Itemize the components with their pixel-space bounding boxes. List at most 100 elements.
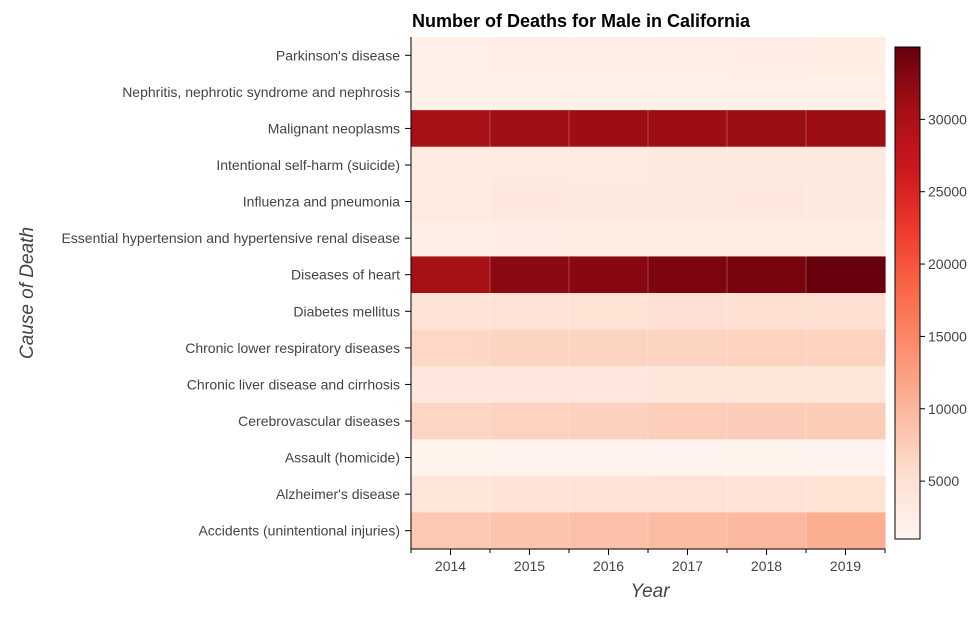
heatmap-cell bbox=[411, 37, 491, 75]
heatmap-cell bbox=[648, 475, 728, 514]
y-axis-label: Cause of Death bbox=[17, 227, 38, 359]
heatmap-cell bbox=[727, 183, 807, 221]
heatmap-cell bbox=[806, 293, 886, 331]
heatmap-cell bbox=[490, 293, 570, 331]
y-tick-label: Parkinson's disease bbox=[276, 47, 400, 63]
heatmap-cell bbox=[727, 293, 807, 331]
heatmap-cell bbox=[648, 219, 728, 258]
heatmap-cell bbox=[727, 439, 807, 477]
y-tick-label: Chronic lower respiratory diseases bbox=[185, 340, 400, 356]
heatmap-cell bbox=[569, 110, 649, 148]
heatmap-cell bbox=[411, 402, 491, 440]
colorbar-tick-label: 5000 bbox=[928, 473, 959, 489]
heatmap-cell bbox=[569, 512, 649, 550]
colorbar-tick-label: 15000 bbox=[928, 328, 967, 344]
heatmap-cell bbox=[648, 293, 728, 331]
x-tick-label: 2017 bbox=[672, 558, 703, 574]
heatmap-cell bbox=[490, 439, 570, 477]
y-tick-label: Intentional self-harm (suicide) bbox=[216, 157, 400, 173]
y-tick-label: Diseases of heart bbox=[291, 267, 400, 283]
x-tick-label: 2016 bbox=[593, 558, 624, 574]
heatmap-cell bbox=[806, 439, 886, 477]
heatmap-cell bbox=[806, 219, 886, 258]
heatmap-cell bbox=[569, 37, 649, 75]
heatmap-cell bbox=[648, 512, 728, 550]
heatmap-cell bbox=[806, 183, 886, 221]
heatmap-cell bbox=[648, 183, 728, 221]
x-tick-label: 2019 bbox=[830, 558, 861, 574]
y-tick-label: Alzheimer's disease bbox=[276, 486, 400, 502]
heatmap-cell bbox=[727, 219, 807, 258]
y-tick-label: Diabetes mellitus bbox=[293, 303, 400, 319]
heatmap-cell bbox=[727, 329, 807, 367]
heatmap-cell bbox=[569, 475, 649, 514]
heatmap-cell bbox=[727, 37, 807, 75]
heatmap-cell bbox=[648, 439, 728, 477]
y-tick-label: Nephritis, nephrotic syndrome and nephro… bbox=[122, 84, 400, 100]
heatmap-cell bbox=[727, 146, 807, 184]
heatmap-cell bbox=[490, 475, 570, 514]
heatmap-cells bbox=[411, 37, 886, 550]
colorbar-tick-label: 30000 bbox=[928, 111, 967, 127]
y-axis: Parkinson's disease Nephritis, nephrotic … bbox=[61, 37, 412, 549]
x-tick-label: 2015 bbox=[514, 558, 545, 574]
heatmap-cell bbox=[569, 293, 649, 331]
heatmap-cell bbox=[727, 475, 807, 514]
colorbar-ticks: 5000 10000 15000 20000 25000 30000 bbox=[920, 111, 967, 489]
heatmap-cell bbox=[806, 110, 886, 148]
heatmap-cell bbox=[490, 329, 570, 367]
heatmap-cell bbox=[490, 402, 570, 440]
heatmap-cell bbox=[569, 146, 649, 184]
heatmap-cell bbox=[569, 73, 649, 111]
heatmap-cell bbox=[648, 402, 728, 440]
y-tick-label: Essential hypertension and hypertensive … bbox=[61, 230, 400, 246]
heatmap-cell bbox=[727, 256, 807, 294]
heatmap-cell bbox=[411, 256, 491, 294]
heatmap-cell bbox=[648, 256, 728, 294]
heatmap-cell bbox=[806, 37, 886, 75]
heatmap-cell bbox=[806, 512, 886, 550]
heatmap-cell bbox=[411, 512, 491, 550]
y-tick-label: Assault (homicide) bbox=[285, 450, 400, 466]
x-tick-label: 2014 bbox=[435, 558, 466, 574]
heatmap-cell bbox=[648, 329, 728, 367]
x-tick-label: 2018 bbox=[751, 558, 782, 574]
heatmap-cell bbox=[727, 512, 807, 550]
heatmap-cell bbox=[490, 73, 570, 111]
heatmap-cell bbox=[490, 146, 570, 184]
heatmap-cell bbox=[648, 146, 728, 184]
heatmap-cell bbox=[411, 73, 491, 111]
heatmap-cell bbox=[569, 402, 649, 440]
y-tick-label: Malignant neoplasms bbox=[268, 120, 400, 136]
y-tick-label: Influenza and pneumonia bbox=[243, 194, 400, 210]
heatmap-cell bbox=[727, 402, 807, 440]
heatmap-cell bbox=[411, 146, 491, 184]
heatmap-cell bbox=[411, 293, 491, 331]
chart-title: Number of Deaths for Male in California bbox=[412, 11, 751, 31]
heatmap-cell bbox=[569, 256, 649, 294]
x-axis: 2014 2015 2016 2017 2018 2019 bbox=[410, 548, 886, 574]
y-tick-label: Cerebrovascular diseases bbox=[238, 413, 400, 429]
heatmap-cell bbox=[648, 37, 728, 75]
heatmap-cell bbox=[490, 110, 570, 148]
heatmap-cell bbox=[411, 366, 491, 404]
heatmap-cell bbox=[648, 366, 728, 404]
heatmap-cell bbox=[806, 366, 886, 404]
heatmap-cell bbox=[727, 366, 807, 404]
colorbar-tick-label: 25000 bbox=[928, 184, 967, 200]
heatmap-cell bbox=[411, 329, 491, 367]
x-axis-label: Year bbox=[630, 581, 670, 602]
heatmap-cell bbox=[490, 366, 570, 404]
heatmap-cell bbox=[490, 512, 570, 550]
heatmap-cell bbox=[806, 146, 886, 184]
heatmap-cell bbox=[806, 475, 886, 514]
heatmap-cell bbox=[411, 475, 491, 514]
heatmap-cell bbox=[569, 329, 649, 367]
heatmap-cell bbox=[806, 73, 886, 111]
heatmap-cell bbox=[411, 183, 491, 221]
heatmap-cell bbox=[806, 402, 886, 440]
heatmap-cell bbox=[569, 219, 649, 258]
heatmap-cell bbox=[806, 256, 886, 294]
y-tick-label: Accidents (unintentional injuries) bbox=[198, 523, 400, 539]
